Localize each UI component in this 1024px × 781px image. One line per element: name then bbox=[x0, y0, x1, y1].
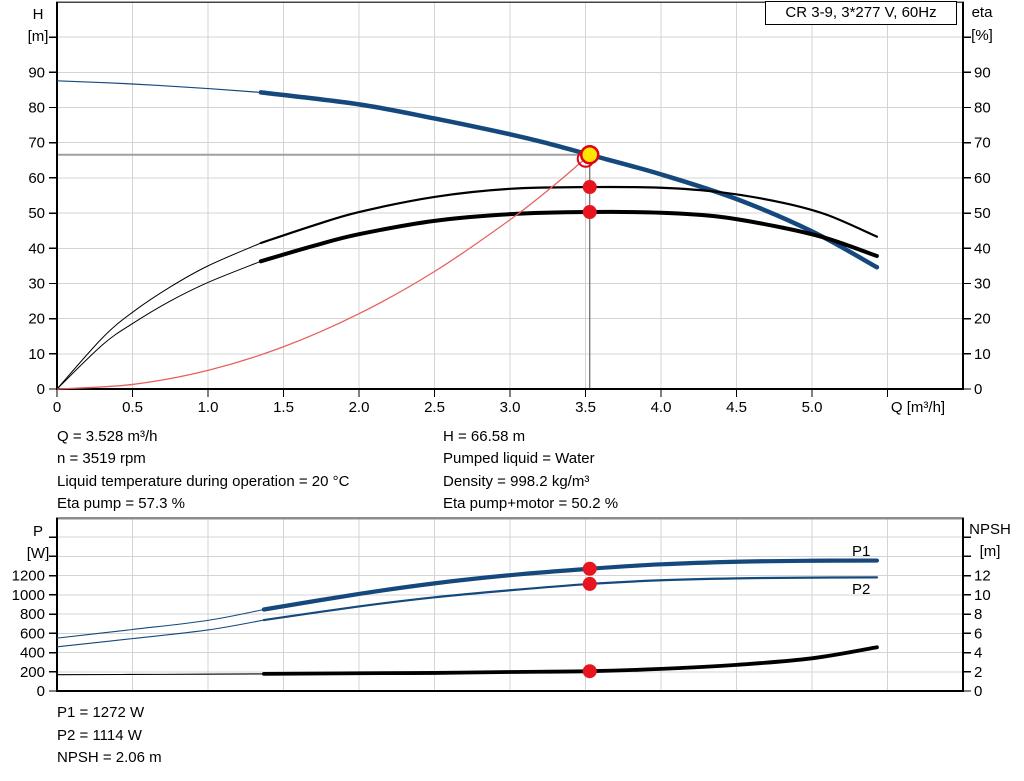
tick-label: 0 bbox=[37, 381, 45, 398]
tick-label: 6 bbox=[974, 625, 982, 642]
p1-operating-dot bbox=[582, 561, 597, 576]
tick-label: 30 bbox=[974, 275, 991, 292]
tick-label: 10 bbox=[974, 346, 991, 363]
tick-label: 0 bbox=[974, 381, 982, 398]
tick-label: 60 bbox=[28, 170, 45, 187]
eta-pump-motor-operating-dot bbox=[582, 205, 597, 220]
info-line-q: Q = 3.528 m³/h bbox=[57, 428, 158, 445]
qh-curve-extrapolated bbox=[56, 80, 261, 94]
tick-label: 3.5 bbox=[575, 399, 596, 416]
axis-title: P bbox=[33, 523, 43, 540]
npsh-curve-extrapolated bbox=[56, 673, 264, 676]
tick-label: 20 bbox=[28, 311, 45, 328]
tick-label: 80 bbox=[28, 100, 45, 117]
tick-label: 40 bbox=[974, 240, 991, 257]
tick-label: 10 bbox=[28, 346, 45, 363]
duty-point-marker bbox=[579, 145, 600, 165]
axis-title: [W] bbox=[27, 545, 50, 562]
info-line-p1: P1 = 1272 W bbox=[57, 704, 145, 721]
tick-label: 40 bbox=[28, 240, 45, 257]
system-curve bbox=[56, 154, 591, 390]
tick-label: 1200 bbox=[12, 568, 45, 585]
p2-curve-label: P2 bbox=[852, 581, 870, 598]
x-axis-title: Q [m³/h] bbox=[891, 399, 945, 416]
pump-model-label: CR 3-9, 3*277 V, 60Hz bbox=[785, 4, 937, 21]
tick-label: 400 bbox=[20, 645, 45, 662]
tick-label: 8 bbox=[974, 606, 982, 623]
info-line-eta-pump: Eta pump = 57.3 % bbox=[57, 494, 185, 512]
axis-title: [m] bbox=[980, 543, 1001, 560]
tick-label: 90 bbox=[974, 64, 991, 81]
info-line-speed: n = 3519 rpm bbox=[57, 450, 146, 468]
qh-efficiency-chart: 0 10 20 30 40 50 60 70 80 90 H [m] 0 10 20 30 40 50 60 70 80… bbox=[28, 1, 994, 416]
npsh-curve bbox=[261, 645, 879, 676]
tick-label: 0 bbox=[37, 683, 45, 700]
tick-label: 90 bbox=[28, 64, 45, 81]
tick-label: 1.5 bbox=[273, 399, 294, 416]
tick-label: 50 bbox=[974, 205, 991, 222]
eta-pump-operating-dot bbox=[582, 180, 597, 195]
p2-curve-extrapolated bbox=[56, 619, 264, 648]
axis-title: NPSH bbox=[969, 521, 1011, 538]
tick-label: 12 bbox=[974, 568, 991, 585]
eta-pump-motor-curve-extrapolated bbox=[56, 260, 262, 390]
info-line-density: Density = 998.2 kg/m³ bbox=[443, 472, 590, 490]
npsh-operating-dot bbox=[582, 664, 597, 679]
axis-title: eta bbox=[972, 4, 994, 21]
tick-label: 0.5 bbox=[122, 399, 143, 416]
tick-label: 200 bbox=[20, 664, 45, 681]
p1-curve-label: P1 bbox=[852, 543, 870, 560]
pump-model-box: CR 3-9, 3*277 V, 60Hz bbox=[765, 1, 957, 25]
tick-label: 50 bbox=[28, 205, 45, 222]
axis-title: [%] bbox=[971, 27, 993, 44]
power-info-column: P1 = 1272 W P2 = 1114 W NPSH = 2.06 m bbox=[57, 702, 162, 770]
tick-label: 0 bbox=[53, 399, 61, 416]
tick-label: 600 bbox=[20, 625, 45, 642]
p2-operating-dot bbox=[582, 576, 597, 591]
axis-title: [m] bbox=[28, 28, 49, 45]
tick-label: 60 bbox=[974, 170, 991, 187]
info-line-p2: P2 = 1114 W bbox=[57, 726, 142, 744]
qh-curve bbox=[258, 90, 880, 270]
info-line-pumped-liquid: Pumped liquid = Water bbox=[443, 450, 595, 468]
tick-label: 0 bbox=[974, 683, 982, 700]
tick-label: 4 bbox=[974, 645, 982, 662]
duty-info-right-column: H = 66.58 m Pumped liquid = Water Densit… bbox=[443, 426, 618, 515]
tick-label: 10 bbox=[974, 587, 991, 604]
tick-label: 70 bbox=[974, 135, 991, 152]
tick-label: 4.0 bbox=[651, 399, 672, 416]
info-line-head: H = 66.58 m bbox=[443, 428, 526, 445]
power-npsh-chart: 0 200 400 600 800 1000 1200 P [W] 0 2 4 6 8 10 12 NPSH [m… bbox=[12, 516, 1011, 700]
tick-label: 800 bbox=[20, 606, 45, 623]
tick-label: 70 bbox=[28, 135, 45, 152]
info-line-npsh: NPSH = 2.06 m bbox=[57, 749, 162, 767]
info-line-liquid-temp: Liquid temperature during operation = 20… bbox=[57, 472, 350, 490]
tick-label: 2.5 bbox=[424, 399, 445, 416]
tick-label: 5.0 bbox=[802, 399, 823, 416]
tick-label: 80 bbox=[974, 100, 991, 117]
eta-pump-curve-extrapolated bbox=[56, 242, 262, 390]
tick-label: 30 bbox=[28, 275, 45, 292]
tick-label: 2 bbox=[974, 664, 982, 681]
axis-title: H bbox=[33, 6, 44, 23]
tick-label: 1.0 bbox=[198, 399, 219, 416]
info-line-eta-pump-motor: Eta pump+motor = 50.2 % bbox=[443, 494, 619, 512]
p1-curve-extrapolated bbox=[56, 608, 264, 639]
duty-info-left-column: Q = 3.528 m³/h n = 3519 rpm Liquid tempe… bbox=[57, 426, 349, 515]
tick-label: 2.0 bbox=[349, 399, 370, 416]
tick-label: 4.5 bbox=[726, 399, 747, 416]
tick-label: 1000 bbox=[12, 587, 45, 604]
tick-label: 20 bbox=[974, 311, 991, 328]
tick-label: 3.0 bbox=[500, 399, 521, 416]
